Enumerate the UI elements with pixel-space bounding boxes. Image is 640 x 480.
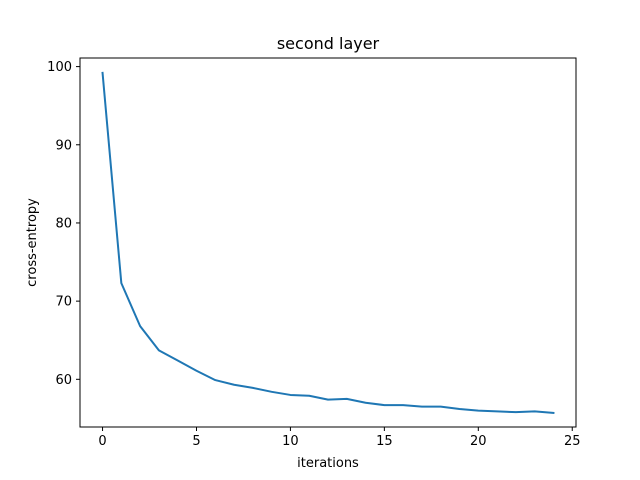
y-tick-label: 100 xyxy=(47,60,72,75)
y-tick-label: 70 xyxy=(55,295,72,310)
y-tick-label: 90 xyxy=(55,138,72,153)
x-axis: 0 5 10 15 20 25 xyxy=(98,427,581,449)
axes-frame xyxy=(79,57,577,428)
chart-title: second layer xyxy=(277,34,380,53)
x-tick-label: 0 xyxy=(98,434,106,449)
plot-area: 0 5 10 15 20 25 60 70 80 90 100 xyxy=(47,57,581,449)
x-axis-label: iterations xyxy=(297,456,359,471)
y-axis: 60 70 80 90 100 xyxy=(47,60,80,388)
series-layer xyxy=(101,71,555,415)
series-line xyxy=(101,71,555,415)
y-tick-label: 60 xyxy=(55,373,72,388)
x-tick-label: 5 xyxy=(192,434,200,449)
y-tick-label: 80 xyxy=(55,216,72,231)
x-tick-label: 25 xyxy=(564,434,581,449)
y-axis-label: cross-entropy xyxy=(25,198,40,287)
x-tick-label: 15 xyxy=(376,434,393,449)
x-tick-label: 20 xyxy=(470,434,487,449)
x-tick-label: 10 xyxy=(282,434,299,449)
